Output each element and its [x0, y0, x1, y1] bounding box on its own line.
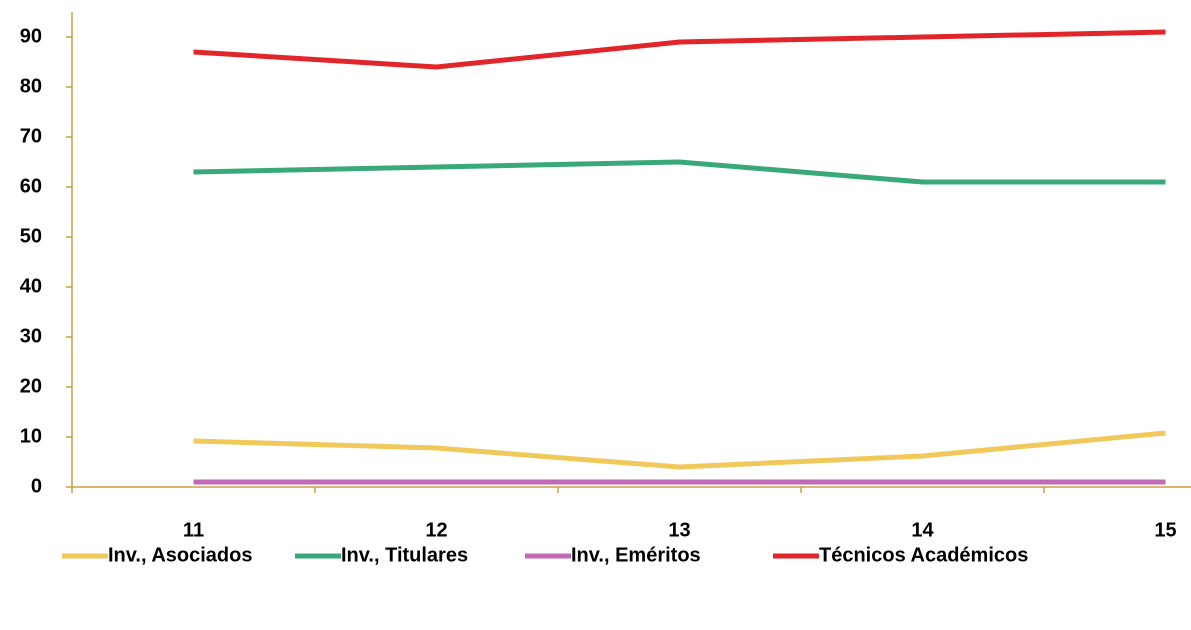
series-line [193, 29, 1166, 70]
y-tick-label: 10 [20, 425, 42, 447]
y-tick-label: 0 [31, 475, 42, 497]
legend-label: Inv., Eméritos [571, 544, 701, 566]
y-tick-label: 30 [20, 325, 42, 347]
x-tick-label: 15 [1154, 519, 1176, 541]
y-tick-label: 40 [20, 275, 42, 297]
x-tick-label: 14 [911, 519, 934, 541]
x-tick-label: 12 [425, 519, 447, 541]
legend-label: Inv., Asociados [108, 544, 252, 566]
series-line [193, 430, 1166, 470]
x-tick-label: 11 [183, 519, 204, 541]
y-tick-label: 90 [20, 25, 42, 47]
x-tick-label: 13 [668, 519, 690, 541]
legend-label: Inv., Titulares [341, 544, 468, 566]
y-tick-label: 70 [20, 125, 42, 147]
series-line [193, 159, 1166, 185]
y-tick-label: 50 [20, 225, 42, 247]
y-tick-label: 80 [20, 75, 42, 97]
legend-label: Técnicos Académicos [819, 544, 1028, 566]
y-tick-label: 20 [20, 375, 42, 397]
y-tick-label: 60 [20, 175, 42, 197]
